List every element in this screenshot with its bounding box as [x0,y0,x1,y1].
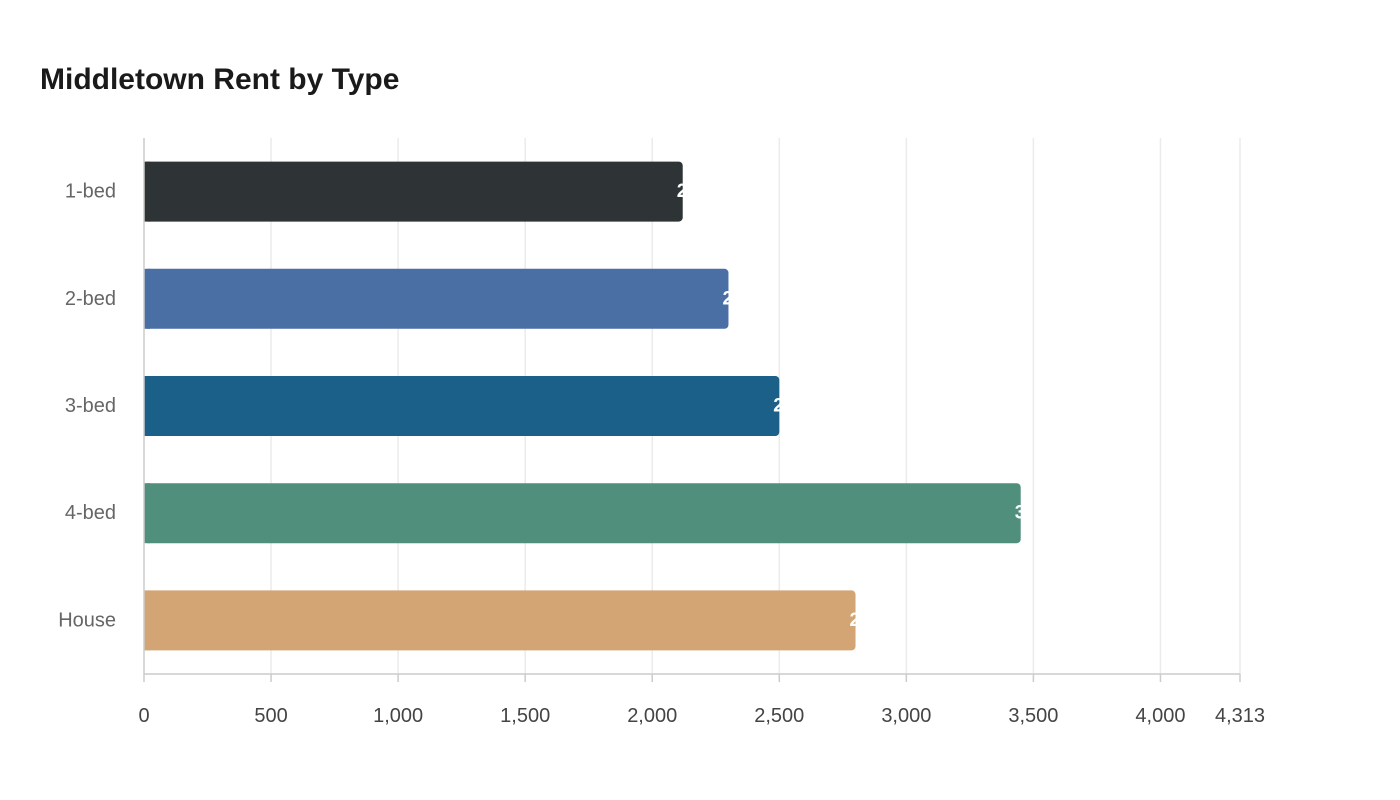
value-label: 2 [677,181,688,202]
bar-1-bed [144,161,683,222]
x-tick-label: 2,000 [627,705,677,727]
x-tick-label: 500 [254,705,287,727]
bar-base-4 [144,590,150,651]
bar-base-1 [144,268,150,329]
bar-2-bed [144,268,729,329]
x-tick-label: 0 [138,705,149,727]
bar-4-bed [144,483,1021,544]
value-label: 3 [1015,503,1026,524]
value-label: 2 [722,288,733,309]
label-layer: 1-bed 2 2-bed 2 3-bed 2 4-bed 3 House 2 0 500 1,000 1… [58,181,1265,727]
x-tick-label: 4,000 [1135,705,1185,727]
value-label: 2 [850,610,861,631]
axis-layer [143,138,1241,682]
bar-base-0 [144,161,150,222]
category-label: 4-bed [65,502,116,524]
x-tick-label: 1,500 [500,705,550,727]
chart-title: Middletown Rent by Type [40,63,400,96]
bar-house [144,590,856,651]
category-label: 1-bed [65,181,116,203]
x-tick-label: 3,500 [1008,705,1058,727]
x-tick-label: 3,000 [881,705,931,727]
x-tick-label: 4,313 [1215,705,1265,727]
value-label: 2 [773,396,784,417]
category-label: 3-bed [65,395,116,417]
category-label: House [58,609,116,631]
bar-base-3 [144,483,150,544]
x-tick-label: 2,500 [754,705,804,727]
bar-base-2 [144,376,150,436]
bar-layer [144,161,1021,651]
bar-3-bed [144,376,780,436]
category-label: 2-bed [65,288,116,310]
x-tick-label: 1,000 [373,705,423,727]
